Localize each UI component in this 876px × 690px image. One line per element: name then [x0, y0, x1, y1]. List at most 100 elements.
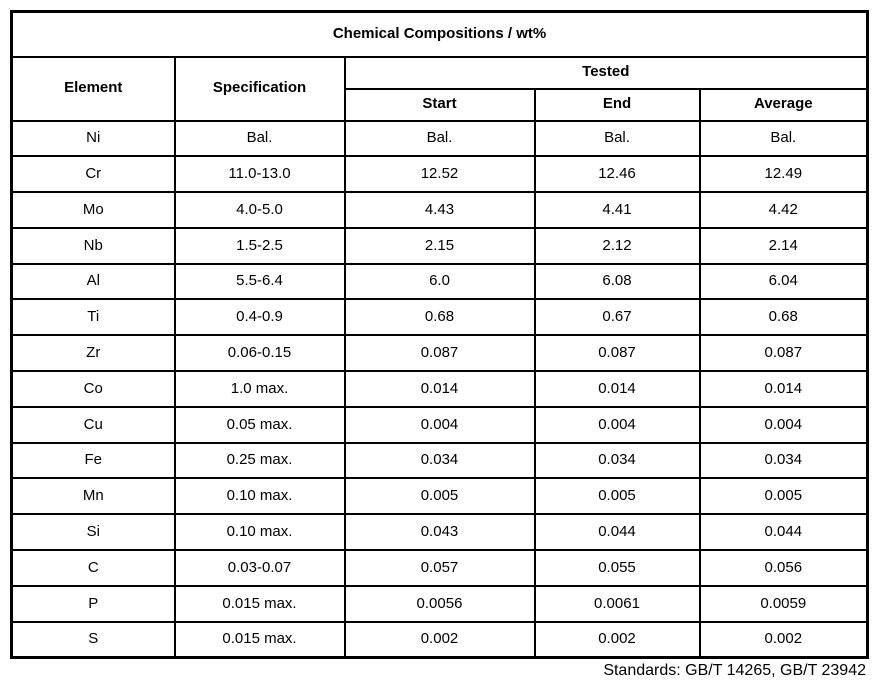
cell-end: 0.005 — [533, 477, 701, 516]
table-row: Mo 4.0-5.0 4.43 4.41 4.42 — [10, 191, 869, 229]
cell-average: 4.42 — [698, 191, 869, 229]
cell-start: 0.087 — [343, 334, 536, 373]
cell-specification: 1.5-2.5 — [173, 226, 346, 265]
table-row: Fe 0.25 max. 0.034 0.034 0.034 — [10, 441, 869, 480]
table-row: Al 5.5-6.4 6.0 6.08 6.04 — [10, 262, 869, 301]
cell-specification: 0.25 max. — [173, 441, 346, 480]
cell-start: 0.0056 — [343, 584, 536, 623]
cell-element: Cr — [10, 155, 176, 194]
cell-specification: 5.5-6.4 — [173, 262, 346, 301]
cell-specification: 0.05 max. — [173, 405, 346, 444]
cell-average: 0.087 — [698, 334, 869, 373]
table-row: Cu 0.05 max. 0.004 0.004 0.004 — [10, 405, 869, 444]
cell-start: Bal. — [343, 119, 536, 158]
header-element: Element — [10, 55, 176, 122]
cell-start: 0.002 — [343, 620, 536, 659]
cell-specification: 0.10 max. — [173, 477, 346, 516]
cell-element: Mo — [10, 191, 176, 229]
cell-element: Ni — [10, 119, 176, 158]
cell-average: 0.034 — [698, 441, 869, 480]
cell-average: 0.005 — [698, 477, 869, 516]
cell-start: 4.43 — [343, 191, 536, 229]
cell-element: Zr — [10, 334, 176, 373]
cell-end: 0.087 — [533, 334, 701, 373]
cell-end: 0.044 — [533, 513, 701, 552]
cell-start: 0.043 — [343, 513, 536, 552]
header-average: Average — [698, 87, 869, 122]
cell-specification: 0.06-0.15 — [173, 334, 346, 373]
header-end: End — [533, 87, 701, 122]
cell-specification: Bal. — [173, 119, 346, 158]
cell-start: 6.0 — [343, 262, 536, 301]
cell-start: 0.004 — [343, 405, 536, 444]
composition-table: Chemical Compositions / wt% Element Spec… — [10, 10, 870, 659]
cell-average: 0.68 — [698, 298, 869, 337]
header-tested: Tested — [343, 55, 869, 90]
cell-element: C — [10, 549, 176, 587]
table-row: Mn 0.10 max. 0.005 0.005 0.005 — [10, 477, 869, 516]
cell-end: Bal. — [533, 119, 701, 158]
cell-specification: 1.0 max. — [173, 370, 346, 408]
cell-specification: 0.4-0.9 — [173, 298, 346, 337]
table-title-row: Chemical Compositions / wt% — [10, 10, 869, 58]
cell-average: 0.004 — [698, 405, 869, 444]
cell-end: 0.67 — [533, 298, 701, 337]
cell-average: 0.056 — [698, 549, 869, 587]
cell-average: 0.0059 — [698, 584, 869, 623]
cell-specification: 0.10 max. — [173, 513, 346, 552]
cell-end: 2.12 — [533, 226, 701, 265]
table-row: Zr 0.06-0.15 0.087 0.087 0.087 — [10, 334, 869, 373]
table-row: Co 1.0 max. 0.014 0.014 0.014 — [10, 370, 869, 408]
cell-specification: 0.03-0.07 — [173, 549, 346, 587]
cell-element: Al — [10, 262, 176, 301]
cell-average: 2.14 — [698, 226, 869, 265]
cell-element: P — [10, 584, 176, 623]
cell-average: 0.002 — [698, 620, 869, 659]
cell-average: 0.014 — [698, 370, 869, 408]
cell-element: Fe — [10, 441, 176, 480]
cell-element: Ti — [10, 298, 176, 337]
cell-element: Co — [10, 370, 176, 408]
table-row: Si 0.10 max. 0.043 0.044 0.044 — [10, 513, 869, 552]
cell-end: 0.0061 — [533, 584, 701, 623]
table-header-row-top: Element Specification Tested — [10, 55, 869, 122]
cell-element: Si — [10, 513, 176, 552]
cell-start: 0.014 — [343, 370, 536, 408]
cell-end: 0.004 — [533, 405, 701, 444]
cell-start: 0.034 — [343, 441, 536, 480]
table-row: Ni Bal. Bal. Bal. Bal. — [10, 119, 869, 158]
cell-end: 0.034 — [533, 441, 701, 480]
cell-specification: 0.015 max. — [173, 620, 346, 659]
header-specification: Specification — [173, 55, 346, 122]
header-start: Start — [343, 87, 536, 122]
cell-specification: 11.0-13.0 — [173, 155, 346, 194]
table-row: Nb 1.5-2.5 2.15 2.12 2.14 — [10, 226, 869, 265]
cell-end: 0.014 — [533, 370, 701, 408]
table-title: Chemical Compositions / wt% — [10, 10, 869, 58]
cell-average: 6.04 — [698, 262, 869, 301]
standards-note: Standards: GB/T 14265, GB/T 23942 — [603, 662, 866, 679]
cell-element: Mn — [10, 477, 176, 516]
cell-end: 4.41 — [533, 191, 701, 229]
cell-average: 0.044 — [698, 513, 869, 552]
cell-element: Nb — [10, 226, 176, 265]
cell-start: 0.005 — [343, 477, 536, 516]
cell-average: Bal. — [698, 119, 869, 158]
cell-end: 6.08 — [533, 262, 701, 301]
cell-end: 12.46 — [533, 155, 701, 194]
cell-end: 0.002 — [533, 620, 701, 659]
cell-specification: 4.0-5.0 — [173, 191, 346, 229]
cell-element: S — [10, 620, 176, 659]
cell-start: 0.057 — [343, 549, 536, 587]
table-row: C 0.03-0.07 0.057 0.055 0.056 — [10, 549, 869, 587]
cell-average: 12.49 — [698, 155, 869, 194]
cell-start: 12.52 — [343, 155, 536, 194]
cell-specification: 0.015 max. — [173, 584, 346, 623]
cell-element: Cu — [10, 405, 176, 444]
table-row: P 0.015 max. 0.0056 0.0061 0.0059 — [10, 584, 869, 623]
table-row: Cr 11.0-13.0 12.52 12.46 12.49 — [10, 155, 869, 194]
table-row: S 0.015 max. 0.002 0.002 0.002 — [10, 620, 869, 659]
table-row: Ti 0.4-0.9 0.68 0.67 0.68 — [10, 298, 869, 337]
cell-start: 0.68 — [343, 298, 536, 337]
